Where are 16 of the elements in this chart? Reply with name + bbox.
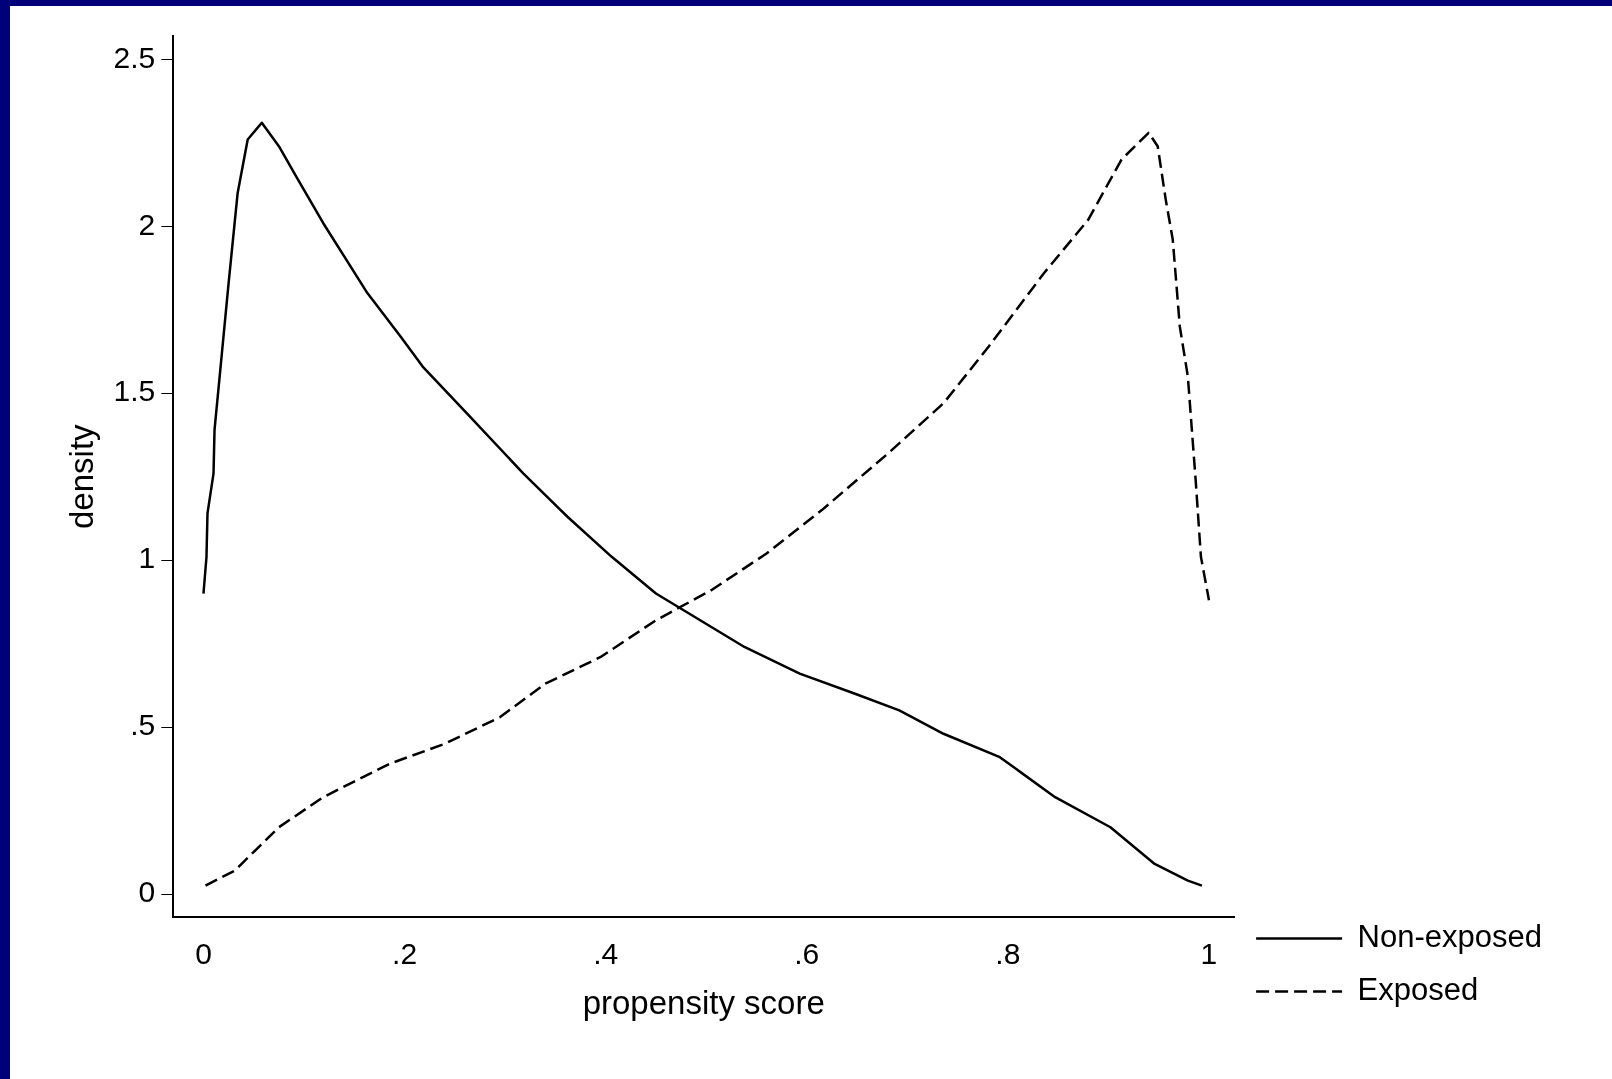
- legend-label: Exposed: [1357, 972, 1479, 1008]
- y-tick-label: 2: [138, 207, 156, 241]
- y-axis-title: density: [62, 423, 100, 529]
- y-tick-label: 0: [138, 875, 156, 909]
- x-tick-label: 1: [1200, 936, 1218, 970]
- x-tick-label: .8: [995, 936, 1021, 970]
- x-axis-title: propensity score: [582, 984, 825, 1022]
- x-tick-label: .2: [392, 936, 418, 970]
- x-tick-label: .4: [593, 936, 619, 970]
- legend-label: Non-exposed: [1357, 919, 1543, 955]
- y-tick-label: 1: [138, 541, 156, 575]
- x-tick-label: 0: [195, 936, 212, 970]
- x-tick-label: .6: [794, 936, 820, 970]
- y-tick-label: 2.5: [113, 40, 156, 74]
- y-tick-label: .5: [130, 708, 156, 742]
- y-tick-label: 1.5: [113, 374, 156, 408]
